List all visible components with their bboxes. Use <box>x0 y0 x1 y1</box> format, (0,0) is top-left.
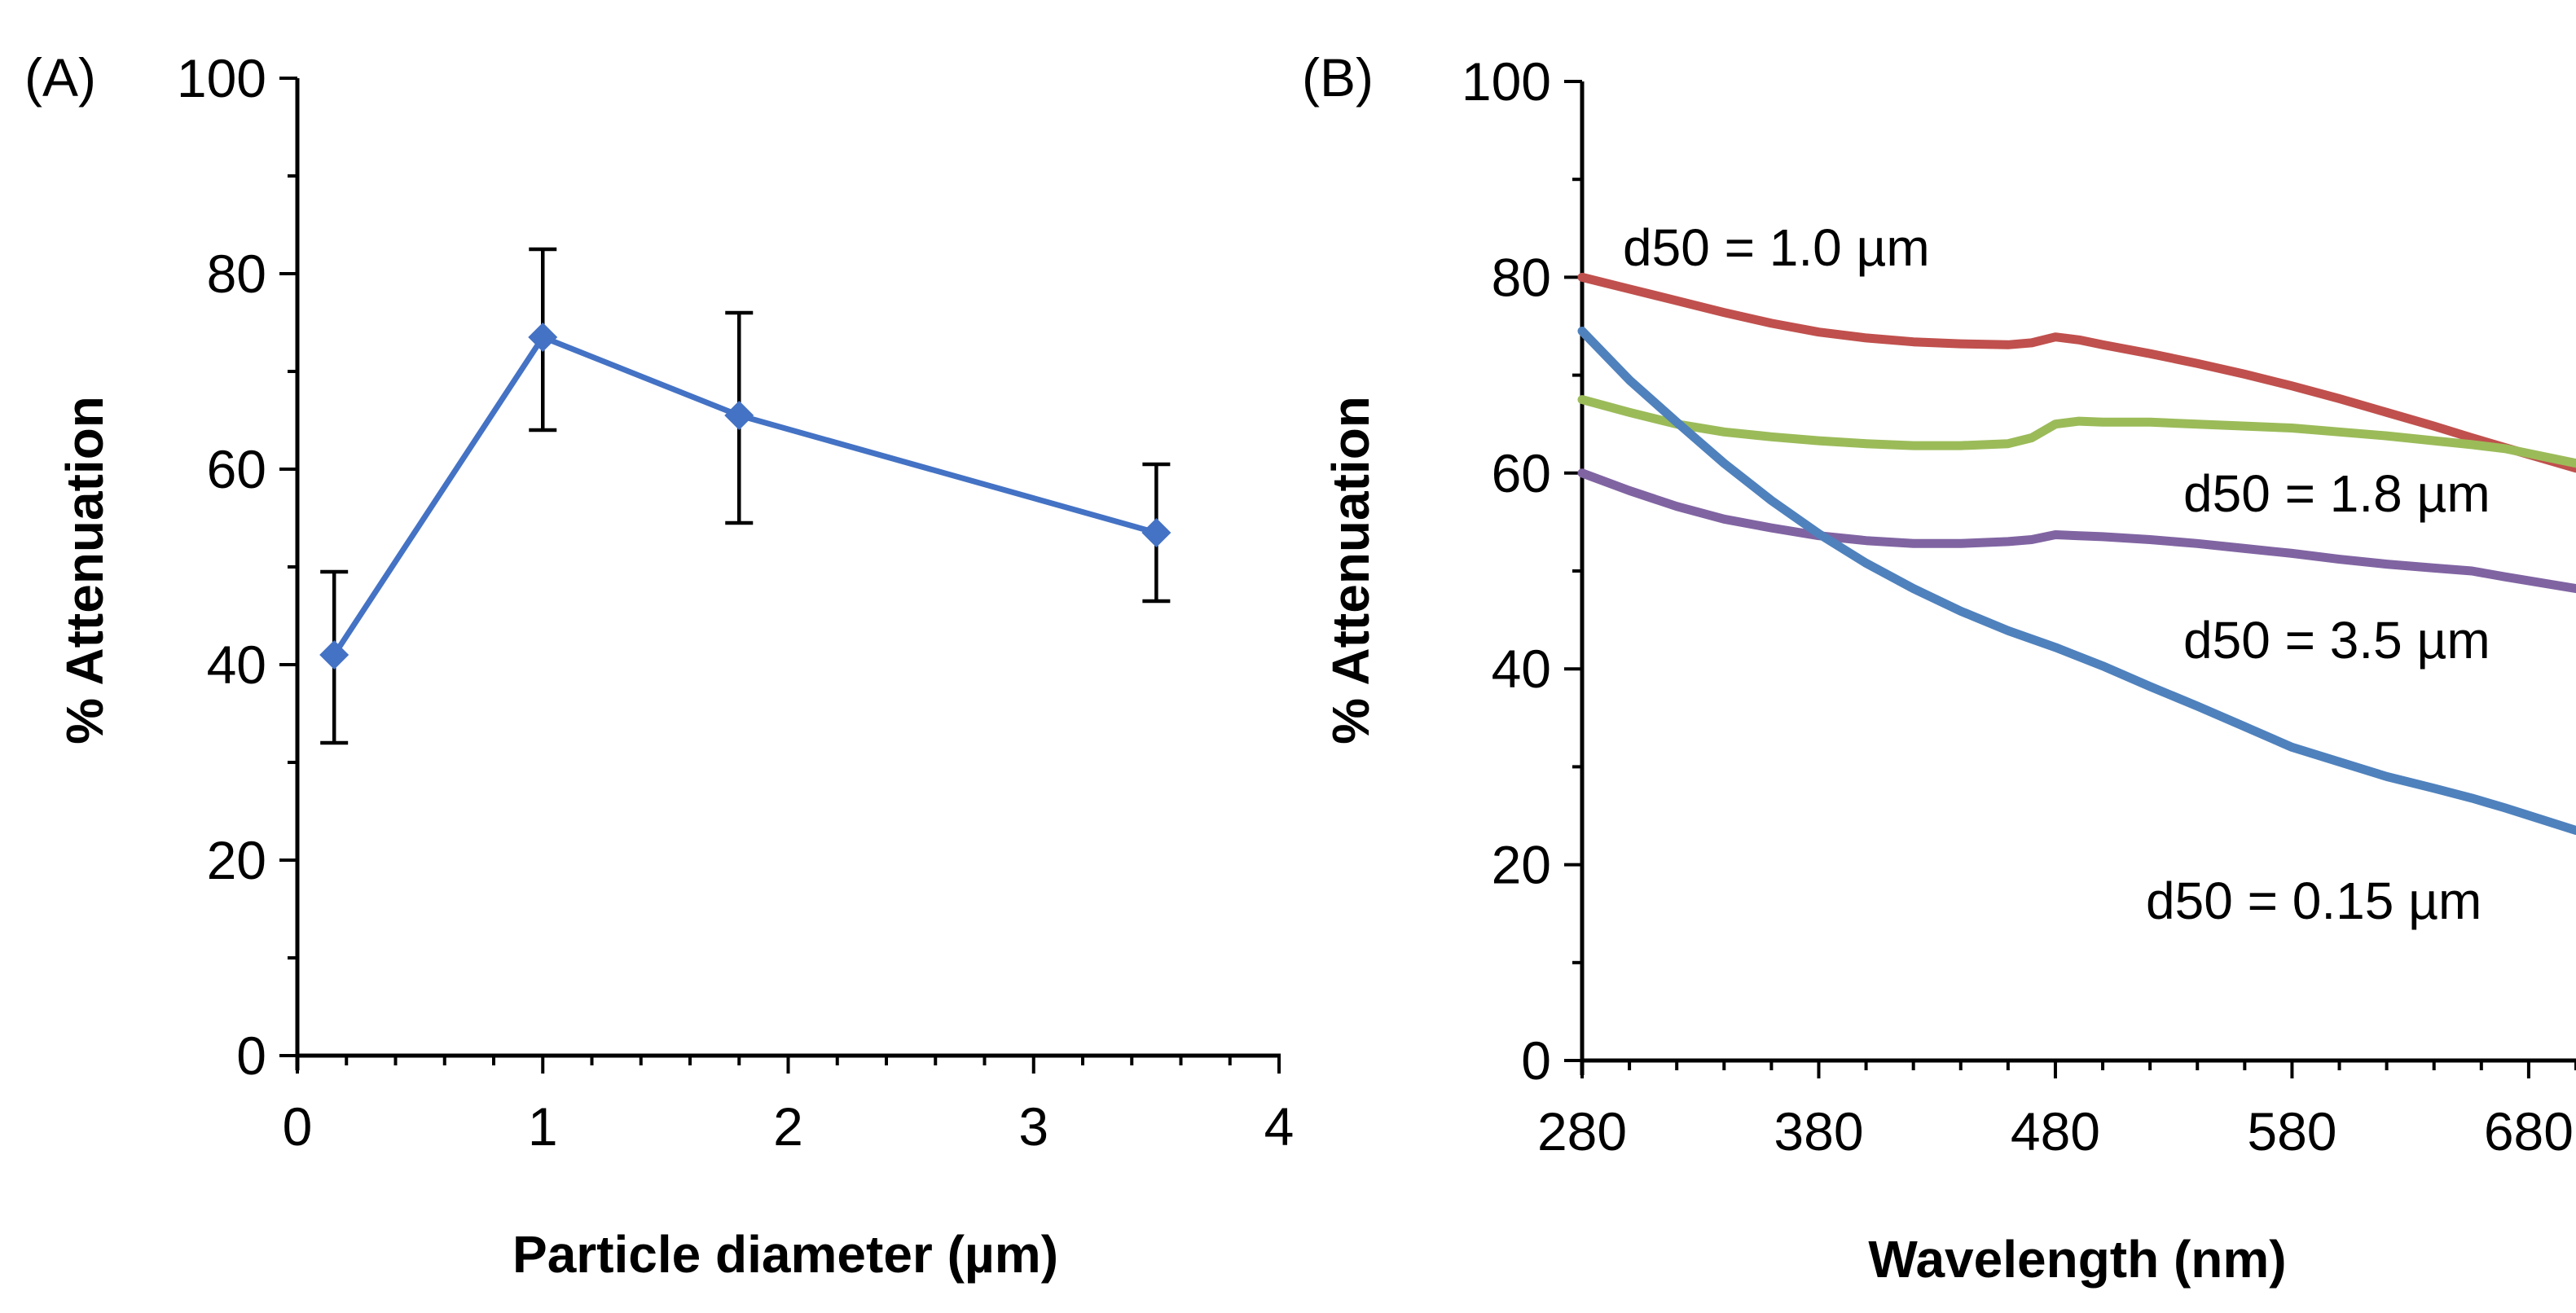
panel-b-x-axis-title: Wavelength (nm) <box>1868 1230 2286 1289</box>
panel-a-y-tick-label: 80 <box>207 244 266 304</box>
panel-a-series <box>332 334 1158 656</box>
panel-b-series-labels: d50 = 1.0 µm d50 = 1.8 µm d50 = 3.5 µm d… <box>1623 218 2490 930</box>
panel-b-series <box>1577 272 2576 835</box>
panel-b-x-tick-label: 480 <box>2011 1101 2100 1162</box>
panel-a-x-tick-label: 0 <box>283 1096 313 1157</box>
panel-b-y-tick-label: 80 <box>1492 247 1551 307</box>
panel-a-line <box>332 334 1158 656</box>
panel-a-x-tick-label: 1 <box>528 1096 558 1157</box>
panel-b-chart: (B) 0 20 40 60 80 100 280 380 480 580 680 d50 = 1.… <box>1302 47 2576 1289</box>
panel-a-y-tick-label: 0 <box>236 1025 266 1086</box>
panel-a-points <box>319 323 1172 670</box>
panel-a-x-tick-label: 4 <box>1264 1096 1295 1157</box>
series-line-d50-0-15-m <box>1577 327 2576 835</box>
series-label-d50-1-0: d50 = 1.0 µm <box>1623 218 1930 277</box>
panel-a-x-tick-label: 3 <box>1018 1096 1048 1157</box>
series-label-d50-3-5: d50 = 3.5 µm <box>2183 611 2490 670</box>
panel-a-y-tick-label: 20 <box>207 830 266 890</box>
data-point <box>1141 518 1172 547</box>
panel-b-y-tick-label: 60 <box>1492 443 1551 503</box>
panel-b-axes <box>1580 81 2576 1075</box>
panel-a-ticks: 0 20 40 60 80 100 0 1 2 3 4 <box>177 48 1294 1157</box>
panel-b-y-tick-label: 40 <box>1492 639 1551 699</box>
data-point <box>528 323 558 352</box>
series-label-d50-1-8: d50 = 1.8 µm <box>2183 464 2490 523</box>
panel-b-y-axis-title: % Attenuation <box>1321 396 1380 744</box>
panel-a-y-tick-label: 100 <box>177 48 266 108</box>
panel-a-x-tick-label: 2 <box>773 1096 803 1157</box>
panel-b-label: (B) <box>1302 47 1374 108</box>
panel-a-chart: (A) 0 20 40 60 80 100 0 1 2 3 4 Particle diameter … <box>24 47 1294 1284</box>
panel-b-x-tick-label: 380 <box>1774 1101 1863 1162</box>
panel-a-y-tick-label: 60 <box>207 439 266 499</box>
panel-a-axes <box>295 78 1281 1070</box>
panel-a-error-bars <box>320 247 1171 745</box>
panel-a-x-axis-title: Particle diameter (µm) <box>512 1225 1058 1284</box>
panel-a-y-tick-label: 40 <box>207 635 266 695</box>
data-point <box>724 401 754 430</box>
panel-b-x-tick-label: 680 <box>2484 1101 2574 1162</box>
series-line-d50-1-8-m <box>1577 395 2576 468</box>
panel-b-ticks: 0 20 40 60 80 100 280 380 480 580 680 <box>1462 51 2576 1162</box>
panel-b-y-tick-label: 20 <box>1492 835 1551 895</box>
panel-b-x-tick-label: 280 <box>1537 1101 1627 1162</box>
series-label-d50-0-15: d50 = 0.15 µm <box>2146 872 2481 930</box>
series-line-d50-3-5-m <box>1577 468 2576 594</box>
panel-a-label: (A) <box>24 47 96 108</box>
panel-b-x-tick-label: 580 <box>2247 1101 2336 1162</box>
data-point <box>319 640 349 670</box>
panel-b-y-tick-label: 100 <box>1462 51 1551 112</box>
series-line-d50-1-0-m <box>1577 272 2576 473</box>
panel-b-y-tick-label: 0 <box>1521 1030 1551 1091</box>
panel-a-y-axis-title: % Attenuation <box>55 396 114 744</box>
